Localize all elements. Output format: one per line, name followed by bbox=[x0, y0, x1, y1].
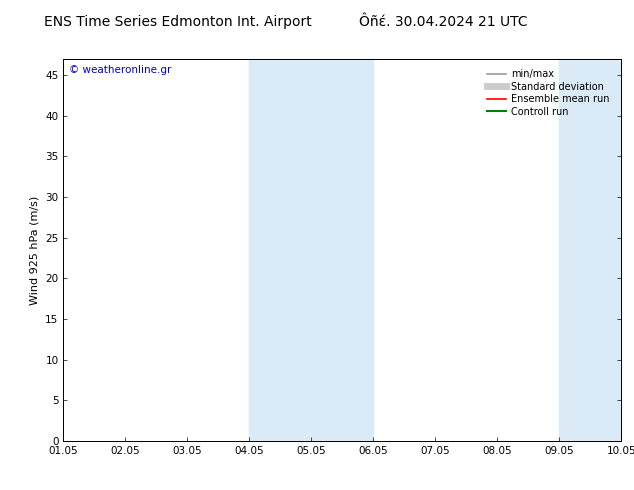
Y-axis label: Wind 925 hPa (m/s): Wind 925 hPa (m/s) bbox=[30, 196, 40, 304]
Text: ENS Time Series Edmonton Int. Airport: ENS Time Series Edmonton Int. Airport bbox=[44, 15, 311, 29]
Legend: min/max, Standard deviation, Ensemble mean run, Controll run: min/max, Standard deviation, Ensemble me… bbox=[483, 66, 614, 121]
Text: Ôñέ. 30.04.2024 21 UTC: Ôñέ. 30.04.2024 21 UTC bbox=[359, 15, 528, 29]
Bar bbox=[249, 59, 373, 441]
Text: © weatheronline.gr: © weatheronline.gr bbox=[69, 65, 171, 74]
Bar bbox=[559, 59, 621, 441]
